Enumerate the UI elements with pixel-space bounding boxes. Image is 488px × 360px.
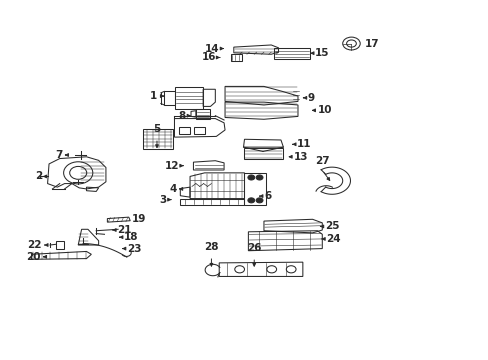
Text: 20: 20 (26, 252, 40, 262)
Text: 23: 23 (126, 244, 141, 253)
Circle shape (256, 175, 263, 180)
Text: 13: 13 (293, 152, 308, 162)
Text: 10: 10 (317, 105, 331, 115)
Text: 12: 12 (164, 161, 179, 171)
Text: 7: 7 (55, 150, 62, 160)
Text: 4: 4 (169, 184, 176, 194)
Text: 26: 26 (246, 243, 261, 253)
Text: 15: 15 (314, 48, 329, 58)
Text: 22: 22 (27, 240, 41, 250)
Text: 11: 11 (296, 139, 311, 149)
Text: 24: 24 (325, 234, 340, 244)
Circle shape (247, 198, 254, 203)
Text: 9: 9 (307, 93, 314, 103)
Text: 17: 17 (365, 39, 379, 49)
Text: 16: 16 (202, 53, 216, 63)
Circle shape (247, 175, 254, 180)
Text: 2: 2 (36, 171, 42, 181)
Text: 3: 3 (159, 195, 166, 204)
Text: 27: 27 (314, 156, 329, 166)
Text: 18: 18 (123, 232, 138, 242)
Text: 6: 6 (264, 191, 271, 201)
Text: 1: 1 (149, 91, 157, 101)
Text: 25: 25 (324, 221, 339, 231)
Text: 5: 5 (153, 124, 160, 134)
Text: 8: 8 (178, 111, 185, 121)
Text: 19: 19 (131, 214, 146, 224)
Text: 14: 14 (204, 44, 219, 54)
Text: 21: 21 (117, 225, 131, 235)
Text: 28: 28 (204, 242, 218, 252)
Circle shape (256, 198, 263, 203)
